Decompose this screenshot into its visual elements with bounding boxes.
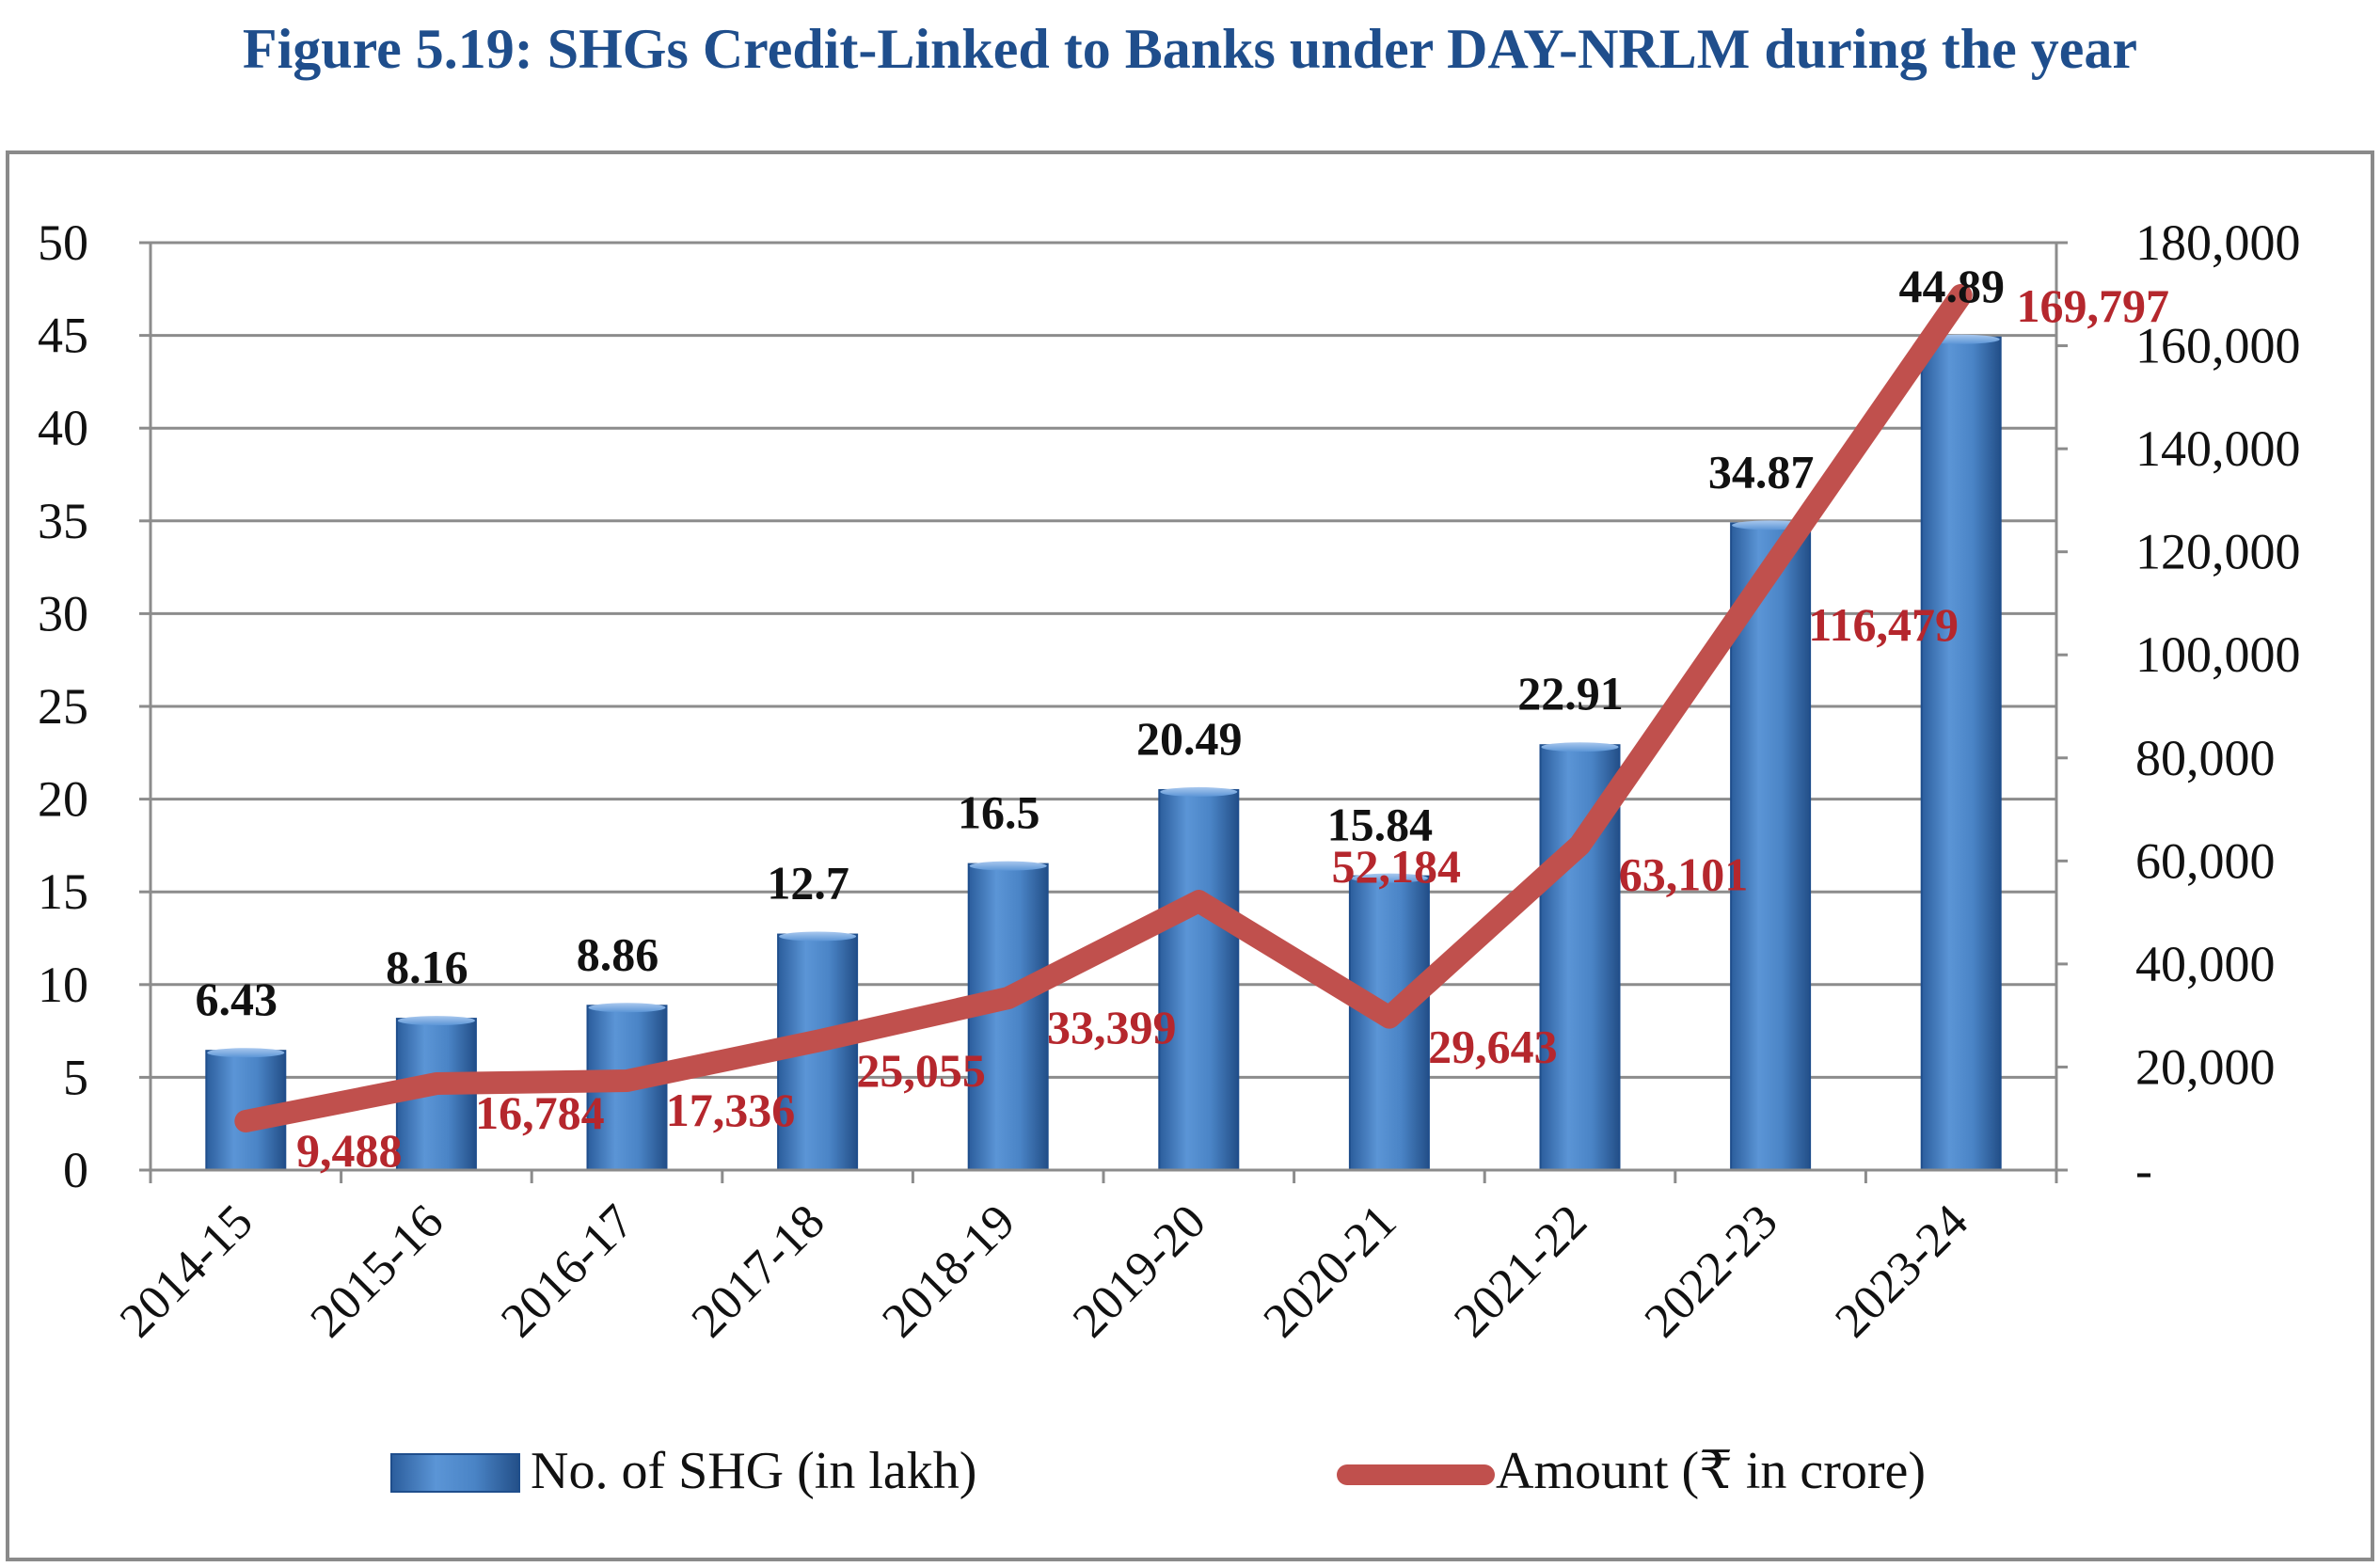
- right-tick-label: 20,000: [2135, 1038, 2276, 1095]
- data-labels: 6.43 8.16 8.86 12.7 16.5 20.49 15.84 22.91 34.87…: [196, 260, 2169, 1177]
- x-tick-label: 2014-15: [110, 1195, 263, 1348]
- line-point: [817, 1039, 819, 1042]
- left-tick-label: 10: [38, 957, 88, 1013]
- right-tick-label: 160,000: [2135, 318, 2301, 374]
- chart-title: Figure 5.19: SHGs Credit-Linked to Banks…: [243, 18, 2137, 80]
- line-value-label: 116,479: [1808, 598, 1959, 651]
- bar-top: [779, 931, 857, 942]
- bar: [1730, 522, 1812, 1171]
- line-value-label: 33,399: [1047, 1001, 1177, 1053]
- bar-value-label: 34.87: [1708, 445, 1815, 498]
- bar: [967, 863, 1049, 1171]
- line-point: [1007, 997, 1009, 1000]
- bar-value-label: 8.86: [577, 927, 659, 980]
- right-tick-label: 60,000: [2135, 832, 2276, 889]
- legend-swatch-bar: [390, 1453, 520, 1493]
- legend-label-line: Amount (₹ in crore): [1496, 1442, 1926, 1500]
- bar-top: [397, 1016, 475, 1026]
- line-point: [245, 1120, 247, 1123]
- left-tick-label: 20: [38, 771, 88, 828]
- x-tick-label: 2015-16: [301, 1195, 454, 1348]
- right-tick-label: 100,000: [2135, 626, 2301, 683]
- right-tick-label: 120,000: [2135, 524, 2301, 580]
- left-tick-label: 5: [63, 1049, 88, 1105]
- bar-value-label: 6.43: [196, 973, 278, 1025]
- bar-top: [969, 861, 1047, 871]
- bar-value-label: 16.5: [958, 786, 1040, 839]
- bar-top: [1541, 742, 1619, 752]
- line-value-label: 63,101: [1619, 847, 1749, 900]
- bar-value-label: 20.49: [1136, 712, 1243, 765]
- bar-top: [1160, 786, 1238, 797]
- line-point: [626, 1080, 628, 1083]
- right-tick-label: 180,000: [2135, 214, 2301, 271]
- line-point: [435, 1083, 437, 1085]
- left-tick-label: 45: [38, 308, 88, 364]
- line-series: [234, 283, 1973, 1133]
- left-tick-label: 0: [63, 1142, 88, 1198]
- plot-frame: [6, 150, 2374, 1561]
- left-tick-label: 30: [38, 585, 88, 641]
- right-tick-label: -: [2135, 1142, 2152, 1198]
- line-point: [1198, 900, 1200, 903]
- x-tick-label: 2021-22: [1444, 1195, 1597, 1348]
- bar-top: [1350, 873, 1428, 883]
- line-value-label: 25,055: [856, 1044, 986, 1097]
- right-tick-label: 140,000: [2135, 420, 2301, 477]
- legend: No. of SHG (in lakh) Amount (₹ in crore): [390, 1442, 1926, 1500]
- line-value-label: 16,784: [475, 1086, 605, 1139]
- line-point: [1579, 844, 1581, 847]
- bar-value-label: 12.7: [767, 857, 849, 910]
- line-value-label: 52,184: [1332, 840, 1462, 893]
- x-tick-label: 2016-17: [491, 1195, 644, 1348]
- line-value-label: 29,643: [1428, 1021, 1558, 1073]
- line-point: [1388, 1016, 1390, 1019]
- x-tick-label: 2020-21: [1254, 1195, 1407, 1348]
- right-tick-label: 40,000: [2135, 936, 2276, 992]
- bar-top: [207, 1048, 285, 1058]
- bar: [1920, 336, 2002, 1171]
- bar-value-label: 44.89: [1898, 260, 2005, 312]
- bar-value-label: 15.84: [1327, 799, 1434, 851]
- left-tick-label: 35: [38, 493, 88, 549]
- bar: [1158, 788, 1240, 1171]
- right-tick-label: 80,000: [2135, 730, 2276, 786]
- line-point: [1960, 293, 1962, 296]
- line-value-label: 17,336: [666, 1084, 796, 1136]
- x-tick-label: 2018-19: [872, 1195, 1025, 1348]
- legend-label-bar: No. of SHG (in lakh): [531, 1442, 976, 1500]
- left-tick-label: 25: [38, 678, 88, 735]
- bar-value-label: 22.91: [1517, 667, 1624, 720]
- bar-value-label: 8.16: [386, 941, 468, 993]
- x-tick-label: 2017-18: [682, 1195, 835, 1348]
- x-tick-label: 2019-20: [1063, 1195, 1216, 1348]
- line-value-label: 169,797: [2016, 279, 2169, 332]
- line-path: [234, 283, 1973, 1133]
- line-value-label: 9,488: [296, 1124, 403, 1177]
- line-point: [1769, 568, 1772, 571]
- left-tick-label: 15: [38, 863, 88, 920]
- left-tick-label: 50: [38, 214, 88, 271]
- x-tick-label: 2022-23: [1635, 1195, 1788, 1348]
- x-tick-label: 2023-24: [1825, 1195, 1978, 1348]
- left-tick-label: 40: [38, 400, 88, 456]
- bar-top: [588, 1003, 666, 1013]
- bar: [1348, 875, 1430, 1171]
